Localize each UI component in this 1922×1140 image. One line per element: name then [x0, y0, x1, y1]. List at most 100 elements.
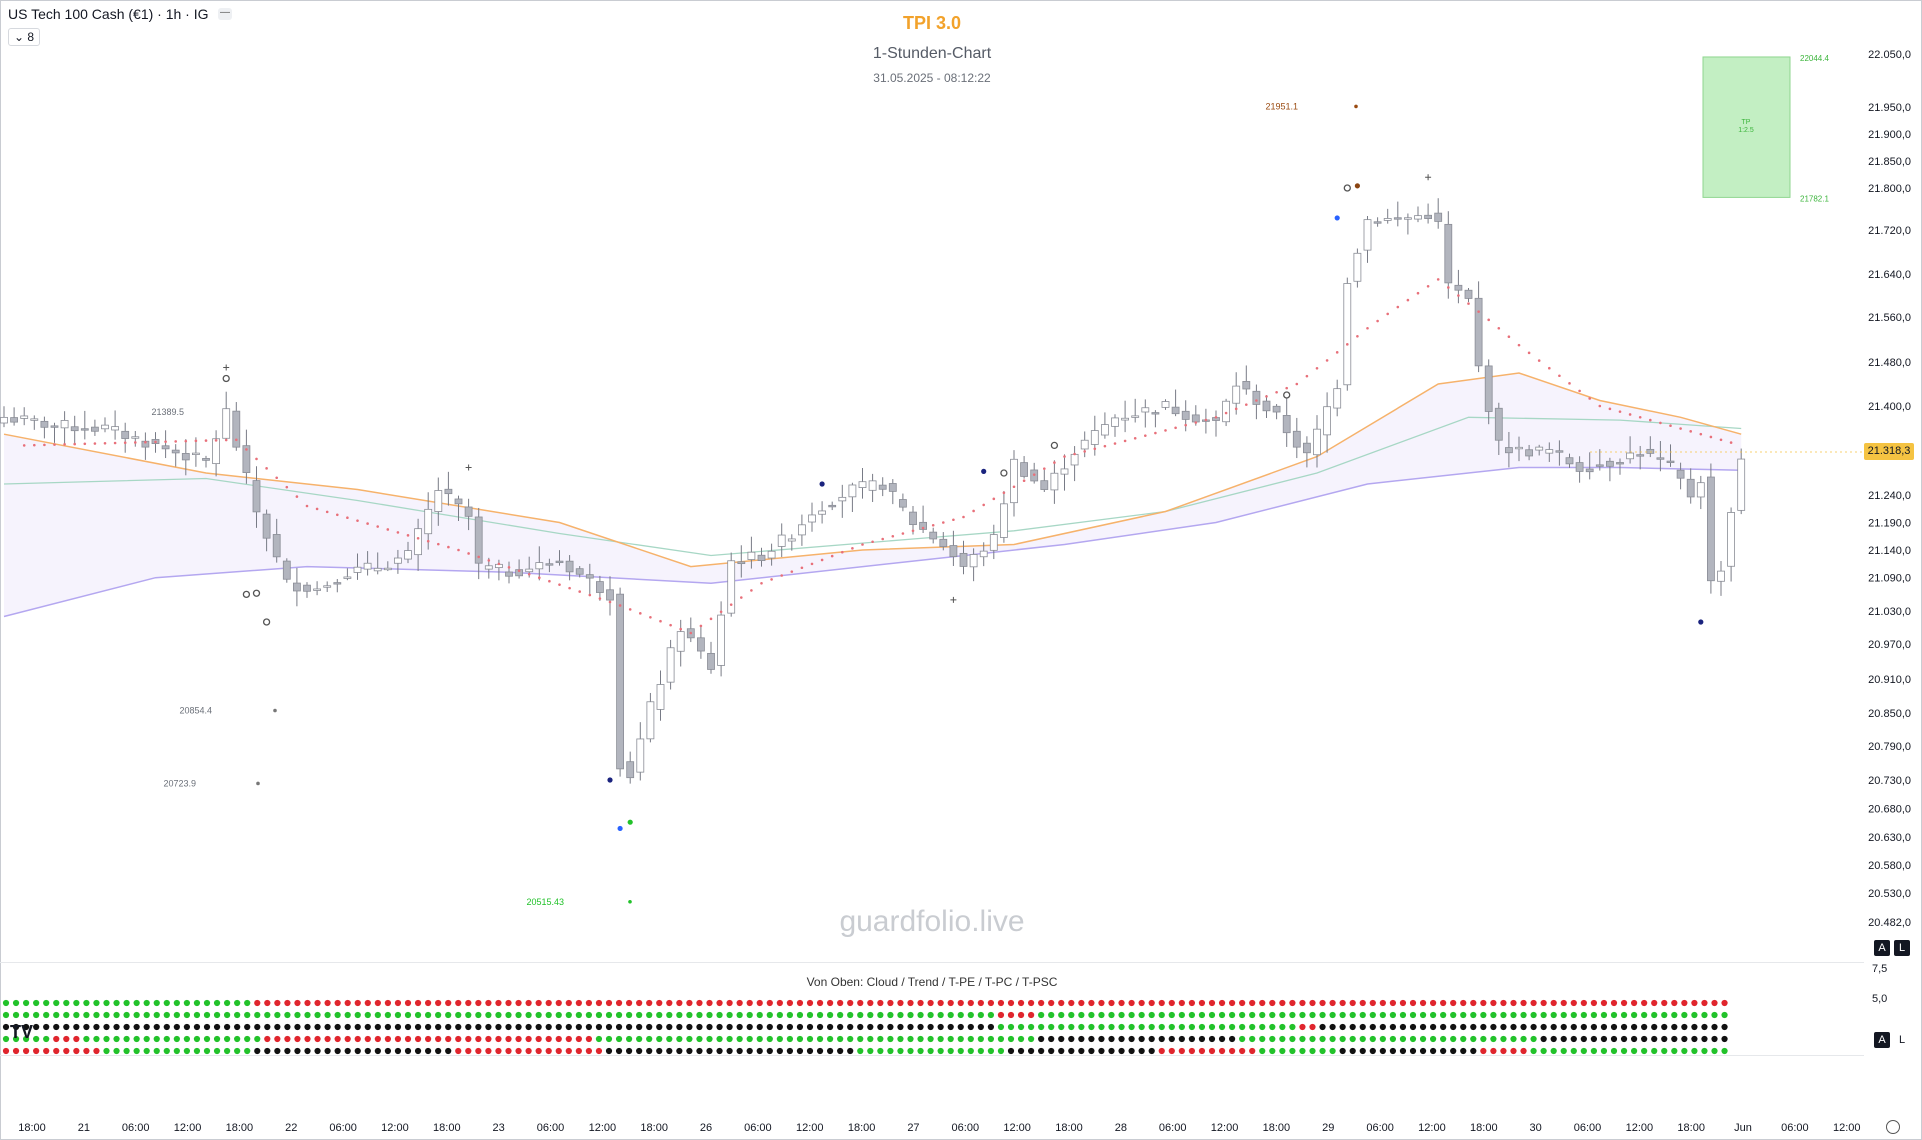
lower-pane-dot	[1641, 1035, 1648, 1043]
lower-pane-dot	[1450, 1023, 1457, 1031]
lower-pane-dot	[203, 1047, 211, 1055]
lower-pane-dot	[927, 1023, 934, 1031]
lower-pane-dot	[987, 1047, 995, 1055]
lower-pane-dot	[455, 1035, 462, 1043]
auto-scale-button[interactable]: A	[1874, 940, 1890, 956]
candle-body	[101, 424, 109, 430]
lower-pane-dot	[806, 999, 814, 1007]
lower-pane-dot	[2, 999, 10, 1007]
lower-pane-dot	[354, 1011, 361, 1019]
log-scale-button[interactable]: L	[1894, 940, 1910, 956]
lower-pane-dot	[425, 1047, 432, 1055]
candle-body	[1555, 450, 1564, 453]
lower-pane-dot	[867, 1011, 874, 1019]
lower-pane-dot	[736, 1023, 743, 1031]
lower-pane-dot	[12, 1023, 20, 1031]
lower-pane-dot	[93, 1023, 100, 1031]
lower-pane-dot	[1460, 1023, 1467, 1031]
lower-pane-dot	[666, 1047, 673, 1055]
lower-pane-dot	[1168, 1035, 1175, 1043]
lower-pane-dot	[143, 1011, 150, 1019]
trail-stop-dot	[1234, 407, 1238, 411]
lower-pane-dot	[1007, 1011, 1015, 1019]
lower-pane-dot	[264, 1047, 271, 1055]
candle-body	[363, 562, 372, 570]
chart-subtitle: 1-Stunden-Chart	[872, 45, 992, 62]
lower-pane-dot	[1470, 1047, 1477, 1055]
lower-pane-dot	[244, 1023, 251, 1031]
lower-pane-dot	[1389, 1047, 1396, 1055]
signal-dot	[607, 777, 613, 783]
lower-pane-dot	[605, 999, 613, 1007]
lower-pane-dot	[1550, 999, 1557, 1007]
lower-pane-dot	[1631, 1035, 1638, 1043]
candle-body	[1000, 503, 1008, 538]
lower-pane-dot	[234, 1023, 241, 1031]
lower-log-scale-button[interactable]: L	[1898, 1034, 1906, 1046]
y-tick-label: 21.640,0	[1868, 269, 1911, 281]
trail-stop-dot	[336, 513, 339, 517]
symbol-title[interactable]: US Tech 100 Cash (€1) · 1h · IG	[8, 6, 209, 22]
candle-body	[1333, 388, 1342, 409]
lower-pane-dot	[1118, 1035, 1125, 1043]
trail-stop-dot	[942, 521, 945, 524]
trail-stop-dot	[1305, 374, 1309, 378]
settings-gear-icon[interactable]	[1886, 1120, 1900, 1134]
trail-stop-dot	[709, 617, 713, 621]
tp-upper-label: 22044.4	[1800, 54, 1829, 63]
lower-pane-dot	[43, 1047, 50, 1055]
lower-auto-scale-button[interactable]: A	[1874, 1032, 1890, 1048]
collapse-indicators-button[interactable]: ⌄ 8	[8, 28, 41, 46]
lower-pane-dot	[133, 999, 140, 1007]
candle-body	[757, 554, 766, 561]
trail-stop-dot	[1406, 298, 1410, 302]
annotation-dot	[256, 781, 260, 786]
lower-pane-dot	[274, 1011, 281, 1019]
lower-pane-dot	[344, 999, 351, 1007]
trail-stop-dot	[1457, 294, 1460, 297]
lower-pane-dot	[716, 999, 723, 1007]
lower-pane-dot	[1339, 1035, 1346, 1043]
candle-body	[272, 534, 281, 558]
candle-body	[505, 571, 513, 577]
lower-pane-dot	[1007, 1023, 1015, 1031]
lower-pane-dot	[756, 1011, 763, 1019]
lower-pane-dot	[646, 1047, 653, 1055]
candle-body	[899, 499, 907, 508]
lower-pane-dot	[1520, 999, 1527, 1007]
lower-pane-dot	[605, 1023, 613, 1031]
lower-pane-dot	[947, 1035, 954, 1043]
candle-body	[323, 585, 332, 588]
lower-pane-dot	[1128, 999, 1135, 1007]
trail-stop-dot	[487, 559, 491, 562]
trail-stop-dot	[1275, 390, 1278, 394]
lower-pane-dot	[1188, 1035, 1195, 1043]
lower-pane-dot	[867, 1047, 874, 1055]
lower-pane-dot	[837, 999, 844, 1007]
lower-pane-dot	[1560, 1047, 1567, 1055]
lower-pane-dot	[555, 1035, 562, 1043]
candle-body	[444, 488, 453, 495]
lower-pane-dot	[1570, 1011, 1577, 1019]
candle-body	[616, 593, 624, 770]
lower-pane-dot	[254, 1047, 261, 1055]
lower-pane-dot	[43, 1035, 50, 1043]
x-tick-label: 06:00	[1159, 1122, 1187, 1134]
lower-pane-dot	[1671, 999, 1678, 1007]
price-annotation: 20515.43	[526, 897, 564, 907]
minimize-button[interactable]: —	[218, 7, 232, 20]
lower-pane-dot	[1188, 1011, 1195, 1019]
lower-pane-dot	[535, 999, 542, 1007]
lower-pane-dot	[1088, 1047, 1095, 1055]
candle-body	[383, 567, 392, 571]
pane-divider[interactable]	[0, 962, 1864, 963]
trail-stop-dot	[1012, 485, 1016, 489]
lower-pane-dot	[917, 1023, 924, 1031]
lower-pane-dot	[626, 1047, 633, 1055]
trail-stop-dot	[93, 442, 97, 445]
lower-pane-dot	[565, 1023, 572, 1031]
candle-body	[787, 538, 796, 542]
tradingview-logo[interactable]: TV	[10, 1022, 34, 1042]
lower-pane-dot	[867, 1035, 874, 1043]
